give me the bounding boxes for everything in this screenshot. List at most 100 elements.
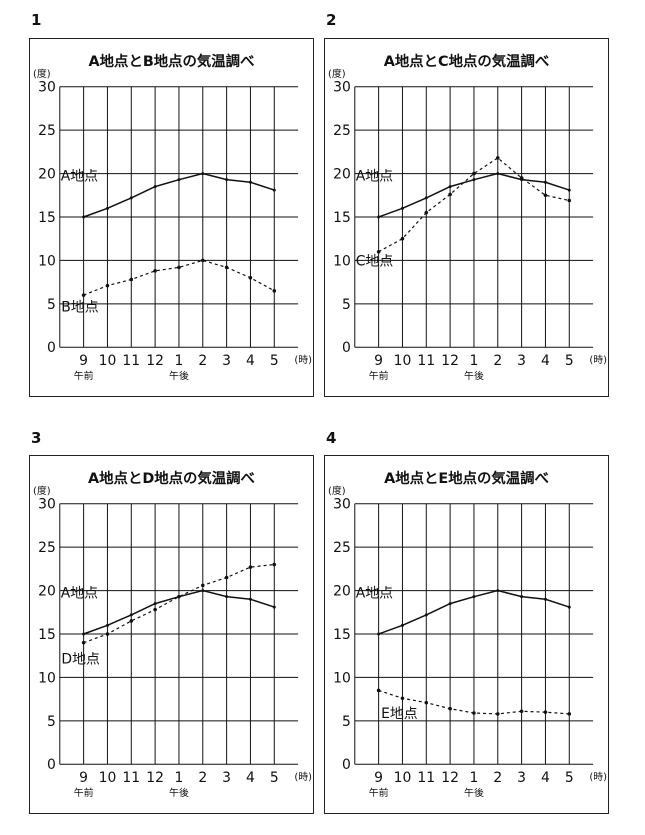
pm-label: 午後 [169, 369, 189, 382]
x-tick-label: 10 [394, 353, 412, 369]
x-tick-label: 10 [99, 353, 117, 369]
x-tick-label: 1 [175, 770, 184, 786]
x-tick-label: 12 [146, 770, 164, 786]
y-tick-label: 10 [38, 670, 56, 686]
data-point [376, 688, 381, 693]
am-label: 午前 [74, 786, 94, 799]
y-axis-unit: (度) [328, 67, 346, 80]
am-label: 午前 [74, 369, 94, 382]
x-tick-label: 3 [222, 353, 231, 369]
data-point [105, 206, 109, 210]
data-point [543, 180, 547, 184]
x-tick-label: 2 [493, 353, 502, 369]
data-point [448, 602, 452, 606]
data-point [153, 607, 157, 612]
x-tick-label: 9 [374, 353, 383, 369]
data-point [448, 192, 452, 197]
x-tick-label: 9 [374, 770, 383, 786]
data-point [248, 180, 252, 184]
data-point [224, 575, 229, 580]
data-point [177, 178, 181, 182]
y-tick-label: 25 [333, 540, 351, 556]
data-point [448, 706, 452, 711]
data-point [495, 156, 500, 160]
data-point [496, 172, 500, 176]
data-point [543, 193, 548, 198]
panel-number-1: 1 [31, 11, 42, 29]
x-tick-label: 4 [541, 770, 550, 786]
data-point [81, 293, 86, 297]
data-point [377, 215, 381, 219]
y-tick-label: 5 [47, 714, 56, 730]
data-point [400, 206, 404, 210]
data-point [376, 249, 381, 254]
chart-title: A地点とC地点の気温調べ [384, 52, 549, 70]
data-point [424, 613, 428, 617]
x-tick-label: 5 [270, 770, 279, 786]
data-point [177, 265, 181, 270]
data-point [129, 196, 133, 200]
data-point [81, 640, 86, 645]
x-tick-label: 12 [441, 353, 459, 369]
gridlines [354, 86, 594, 348]
data-point [472, 595, 476, 599]
data-point [519, 176, 524, 180]
data-point [424, 210, 429, 215]
data-point [224, 265, 229, 270]
data-point [248, 565, 253, 569]
x-tick-label: 2 [493, 770, 502, 786]
gridlines [59, 503, 299, 765]
panel-number-2: 2 [326, 11, 337, 29]
x-tick-label: 12 [146, 353, 164, 369]
x-tick-label: 1 [470, 353, 479, 369]
data-point [82, 632, 86, 636]
data-point [153, 185, 157, 189]
data-point [448, 185, 452, 189]
chart-panel-1: A地点とB地点の気温調べ 0 5 10 15 20 25 30 (度) 9 10 11 12 1 2 3 4 5(… [29, 38, 314, 397]
series-label: A地点 [61, 169, 98, 185]
series-label: B地点 [61, 300, 98, 316]
y-tick-label: 30 [333, 80, 351, 96]
y-tick-label: 0 [342, 340, 351, 356]
y-tick-label: 20 [333, 167, 351, 183]
x-tick-label: 4 [246, 770, 255, 786]
data-point [495, 712, 500, 716]
data-point [225, 178, 229, 182]
data-point [543, 597, 547, 601]
y-tick-label: 25 [333, 123, 351, 139]
y-tick-label: 25 [38, 540, 56, 556]
data-point [272, 188, 276, 192]
y-axis-unit: (度) [33, 484, 51, 497]
x-tick-label: 10 [99, 770, 117, 786]
series-line-1 [83, 563, 275, 644]
pm-label: 午後 [169, 786, 189, 799]
data-point [472, 171, 476, 176]
chart-panel-2: A地点とC地点の気温調べ 0 5 10 15 20 25 30 (度) 9 10 11 12 1 2 3 4 5(… [324, 38, 609, 397]
data-point [520, 595, 524, 599]
data-point [400, 696, 405, 701]
x-tick-label: 3 [517, 770, 526, 786]
series-label: C地点 [356, 254, 394, 270]
y-tick-label: 5 [342, 297, 351, 313]
y-tick-label: 30 [38, 80, 56, 96]
y-tick-label: 5 [47, 297, 56, 313]
data-point [377, 632, 381, 636]
y-axis-unit: (度) [33, 67, 51, 80]
x-axis-unit: (時) [294, 771, 312, 783]
y-tick-label: 15 [333, 627, 351, 643]
data-point [472, 178, 476, 182]
y-tick-label: 10 [333, 670, 351, 686]
x-tick-label: 5 [565, 353, 574, 369]
y-axis-unit: (度) [328, 484, 346, 497]
series-line-1 [378, 157, 570, 253]
x-tick-label: 2 [198, 353, 207, 369]
panel-number-3: 3 [31, 429, 42, 447]
x-axis-unit: (時) [294, 354, 312, 366]
x-tick-label: 4 [246, 353, 255, 369]
data-point [129, 277, 134, 282]
y-tick-label: 25 [38, 123, 56, 139]
gridlines [354, 503, 594, 765]
